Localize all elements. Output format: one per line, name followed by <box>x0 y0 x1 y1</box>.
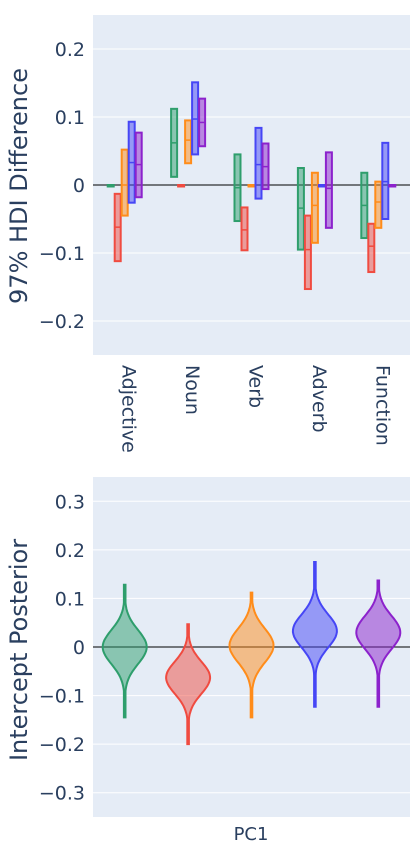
intercept-violins <box>101 561 402 746</box>
hdi-box <box>191 81 200 156</box>
hdi-box-rect <box>374 180 383 229</box>
hdi-x-ticks: Adjective Noun Verb Adverb Function <box>118 365 394 453</box>
hdi-box <box>177 184 186 188</box>
hdi-box <box>261 142 270 191</box>
hdi-box <box>240 206 249 252</box>
hdi-box <box>388 184 397 188</box>
hdi-box <box>367 222 376 274</box>
hdi-panel: −0.2 −0.1 0 0.1 0.2 Adjective Noun Verb Adverb F… <box>5 15 410 453</box>
hdi-box <box>233 153 242 223</box>
intercept-y-tick-label: 0.3 <box>55 491 85 513</box>
hdi-y-tick-label: −0.2 <box>39 311 85 333</box>
intercept-violin <box>355 579 402 708</box>
intercept-y-tick-label: −0.2 <box>39 734 85 756</box>
intercept-y-tick-label: 0.1 <box>55 588 85 610</box>
hdi-x-tick-label: Verb <box>245 365 267 408</box>
hdi-y-tick-label: 0.2 <box>55 39 85 61</box>
hdi-boxes <box>106 81 397 291</box>
hdi-box-rect <box>303 214 312 291</box>
hdi-x-tick-label: Adverb <box>308 365 330 433</box>
hdi-box <box>360 171 369 240</box>
hdi-y-tick-label: −0.1 <box>39 243 85 265</box>
hdi-box-rect <box>324 151 333 229</box>
intercept-y-tick-label: −0.1 <box>39 686 85 708</box>
hdi-box <box>184 119 193 165</box>
hdi-y-ticks: −0.2 −0.1 0 0.1 0.2 <box>39 39 85 333</box>
hdi-box <box>324 151 333 229</box>
hdi-box <box>120 148 129 217</box>
hdi-box-rect <box>184 119 193 165</box>
hdi-gridlines <box>93 48 410 322</box>
intercept-y-tick-label: 0 <box>73 637 85 659</box>
hdi-box <box>170 107 179 178</box>
hdi-box <box>127 120 136 204</box>
hdi-y-tick-label: 0 <box>73 175 85 197</box>
hdi-y-tick-label: 0.1 <box>55 107 85 129</box>
hdi-box-rect <box>310 171 319 244</box>
hdi-box <box>303 214 312 291</box>
hdi-x-tick-label: Function <box>371 365 393 446</box>
intercept-y-axis-title: Intercept Posterior <box>5 539 33 761</box>
hdi-y-axis-title: 97% HDI Difference <box>5 68 33 304</box>
hdi-box <box>254 126 263 200</box>
hdi-x-tick-label: Noun <box>181 365 203 415</box>
intercept-violin <box>101 583 148 719</box>
intercept-y-ticks: −0.3 −0.2 −0.1 0 0.1 0.2 0.3 <box>39 491 85 804</box>
intercept-y-tick-label: 0.2 <box>55 540 85 562</box>
hdi-box-rect <box>120 148 129 217</box>
intercept-y-tick-label: −0.3 <box>39 783 85 805</box>
hdi-box <box>381 141 390 220</box>
hdi-box-rect <box>367 222 376 274</box>
hdi-box <box>296 167 305 251</box>
hdi-box <box>198 97 207 148</box>
hdi-box <box>113 192 122 263</box>
hdi-box-rect <box>240 206 249 252</box>
hdi-box <box>310 171 319 244</box>
hdi-box <box>317 184 326 188</box>
hdi-box <box>247 184 256 188</box>
intercept-violin <box>291 561 338 708</box>
intercept-x-axis-title: PC1 <box>234 824 269 845</box>
hdi-box <box>374 180 383 229</box>
hdi-x-tick-label: Adjective <box>118 365 140 453</box>
hdi-box <box>106 184 115 188</box>
hdi-box <box>134 131 143 199</box>
intercept-violin <box>228 591 275 719</box>
intercept-panel: −0.3 −0.2 −0.1 0 0.1 0.2 0.3 Intercept Posteri… <box>5 477 410 845</box>
hdi-box-rect <box>254 126 263 200</box>
intercept-violin <box>165 623 212 746</box>
